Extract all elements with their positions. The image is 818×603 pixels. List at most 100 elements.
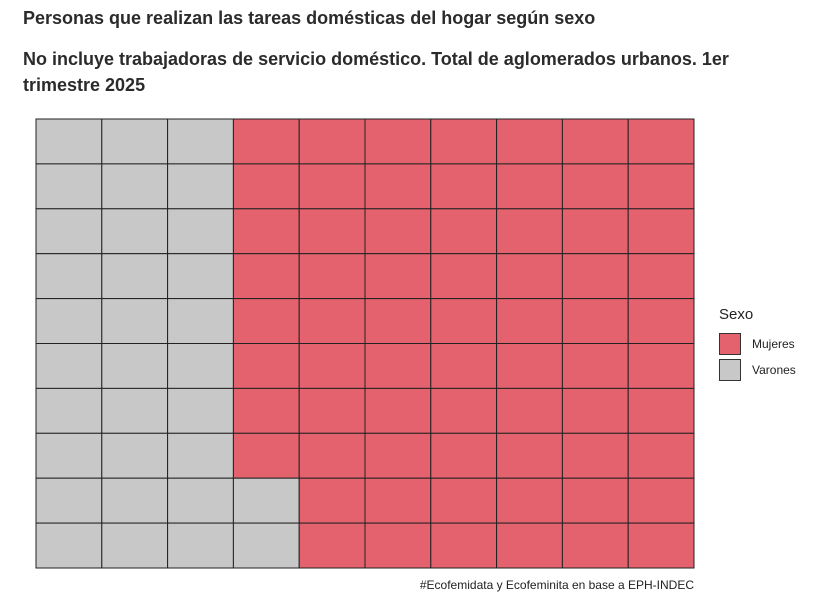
waffle-cell-mujeres [232,343,300,389]
waffle-cell-mujeres [430,387,498,434]
waffle-cell-mujeres [496,208,563,255]
waffle-cell-mujeres [496,253,563,300]
waffle-cell-mujeres [627,298,695,345]
legend-swatch-mujeres [719,333,741,355]
waffle-cell-varones [101,208,169,255]
waffle-cell-mujeres [496,387,563,434]
waffle-cell-varones [101,253,169,300]
waffle-cell-varones [35,477,103,524]
waffle-cell-varones [167,387,234,434]
waffle-cell-mujeres [430,343,498,389]
waffle-cell-mujeres [298,477,366,524]
waffle-cell-mujeres [430,208,498,255]
waffle-cell-mujeres [496,432,563,479]
waffle-cell-mujeres [430,432,498,479]
waffle-cell-mujeres [561,343,629,389]
source-caption: #Ecofemidata y Ecofeminita en base a EPH… [419,578,694,592]
waffle-cell-varones [101,298,169,345]
waffle-cell-mujeres [627,163,695,210]
waffle-cell-mujeres [298,118,366,165]
waffle-cell-varones [35,522,103,569]
waffle-cell-mujeres [561,387,629,434]
waffle-cell-mujeres [496,343,563,389]
waffle-cell-varones [35,208,103,255]
waffle-cell-varones [167,477,234,524]
waffle-cell-mujeres [627,118,695,165]
waffle-cell-varones [101,118,169,165]
waffle-cell-mujeres [298,432,366,479]
waffle-cell-mujeres [298,253,366,300]
waffle-cell-varones [101,163,169,210]
waffle-cell-varones [167,343,234,389]
waffle-cell-mujeres [430,298,498,345]
waffle-cell-mujeres [364,163,432,210]
waffle-cell-varones [101,477,169,524]
waffle-cell-mujeres [364,343,432,389]
waffle-cell-mujeres [298,343,366,389]
chart-subtitle: No incluye trabajadoras de servicio domé… [23,49,729,95]
waffle-cell-mujeres [364,522,432,569]
waffle-cell-mujeres [430,253,498,300]
waffle-cell-mujeres [561,298,629,345]
waffle-cell-mujeres [298,208,366,255]
waffle-cell-mujeres [627,477,695,524]
waffle-cell-mujeres [627,343,695,389]
waffle-cell-mujeres [232,298,300,345]
legend-title: Sexo [719,306,754,323]
waffle-cell-varones [35,118,103,165]
waffle-cell-mujeres [232,208,300,255]
waffle-cell-mujeres [430,477,498,524]
waffle-cell-mujeres [430,118,498,165]
waffle-cell-mujeres [561,253,629,300]
waffle-cell-varones [35,432,103,479]
waffle-cell-mujeres [561,208,629,255]
waffle-cell-varones [101,387,169,434]
waffle-cell-varones [35,163,103,210]
waffle-cell-mujeres [364,118,432,165]
waffle-cell-varones [35,343,103,389]
waffle-cell-varones [101,343,169,389]
waffle-cell-varones [167,432,234,479]
waffle-cell-mujeres [561,163,629,210]
waffle-cell-varones [232,522,300,569]
waffle-cell-mujeres [496,522,563,569]
waffle-cell-mujeres [496,118,563,165]
waffle-cell-mujeres [430,522,498,569]
waffle-cell-mujeres [627,387,695,434]
waffle-cell-mujeres [232,163,300,210]
legend: Sexo Mujeres Varones [719,305,814,383]
legend-item-varones: Varones [719,357,814,383]
waffle-cell-mujeres [298,298,366,345]
waffle-cell-varones [101,522,169,569]
waffle-cell-varones [167,208,234,255]
waffle-cell-mujeres [364,432,432,479]
waffle-cell-varones [35,253,103,300]
waffle-cell-mujeres [561,118,629,165]
waffle-cell-mujeres [627,208,695,255]
waffle-cell-varones [167,163,234,210]
waffle-cell-varones [167,522,234,569]
waffle-cell-mujeres [561,522,629,569]
waffle-cell-mujeres [364,253,432,300]
waffle-cell-mujeres [627,253,695,300]
chart-title: Personas que realizan las tareas domésti… [23,8,596,28]
legend-item-mujeres: Mujeres [719,331,814,357]
waffle-cell-mujeres [496,163,563,210]
waffle-cell-mujeres [364,208,432,255]
waffle-cell-mujeres [298,522,366,569]
waffle-cell-mujeres [232,253,300,300]
waffle-cell-mujeres [232,387,300,434]
waffle-cell-mujeres [364,298,432,345]
waffle-cell-mujeres [232,432,300,479]
waffle-cell-mujeres [430,163,498,210]
waffle-cell-mujeres [364,477,432,524]
waffle-cell-varones [167,253,234,300]
waffle-cell-varones [101,432,169,479]
legend-label-varones: Varones [752,363,796,377]
waffle-cell-varones [167,298,234,345]
waffle-cell-varones [167,118,234,165]
waffle-cell-mujeres [298,387,366,434]
waffle-cell-varones [35,298,103,345]
waffle-cell-mujeres [364,387,432,434]
